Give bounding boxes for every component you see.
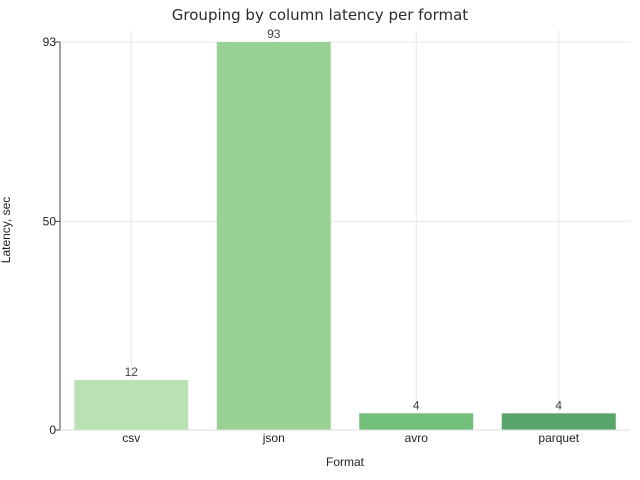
y-tick-label: 0 xyxy=(49,423,56,437)
bar-avro xyxy=(359,413,474,430)
axes xyxy=(59,42,630,431)
data-label: 12 xyxy=(125,365,139,379)
data-label: 4 xyxy=(413,398,420,412)
bar-json xyxy=(216,42,331,430)
x-axis-title: Format xyxy=(326,455,365,469)
chart-title: Grouping by column latency per format xyxy=(172,6,469,24)
y-tick-label: 93 xyxy=(43,35,57,49)
x-tick-label: json xyxy=(262,431,285,445)
data-label: 93 xyxy=(267,27,281,41)
y-axis-title: Latency, sec xyxy=(0,197,13,263)
x-tick-label: parquet xyxy=(538,431,579,445)
bar-parquet xyxy=(501,413,616,430)
y-tick-label: 50 xyxy=(43,214,57,228)
grid-lines xyxy=(60,30,630,431)
labels: 0 50 93 csv json avro parquet 12 93 4 4 xyxy=(43,27,580,445)
bar-csv xyxy=(74,379,189,430)
data-label: 4 xyxy=(555,398,562,412)
bars xyxy=(74,42,616,430)
x-tick-label: csv xyxy=(122,431,140,445)
x-tick-label: avro xyxy=(405,431,429,445)
